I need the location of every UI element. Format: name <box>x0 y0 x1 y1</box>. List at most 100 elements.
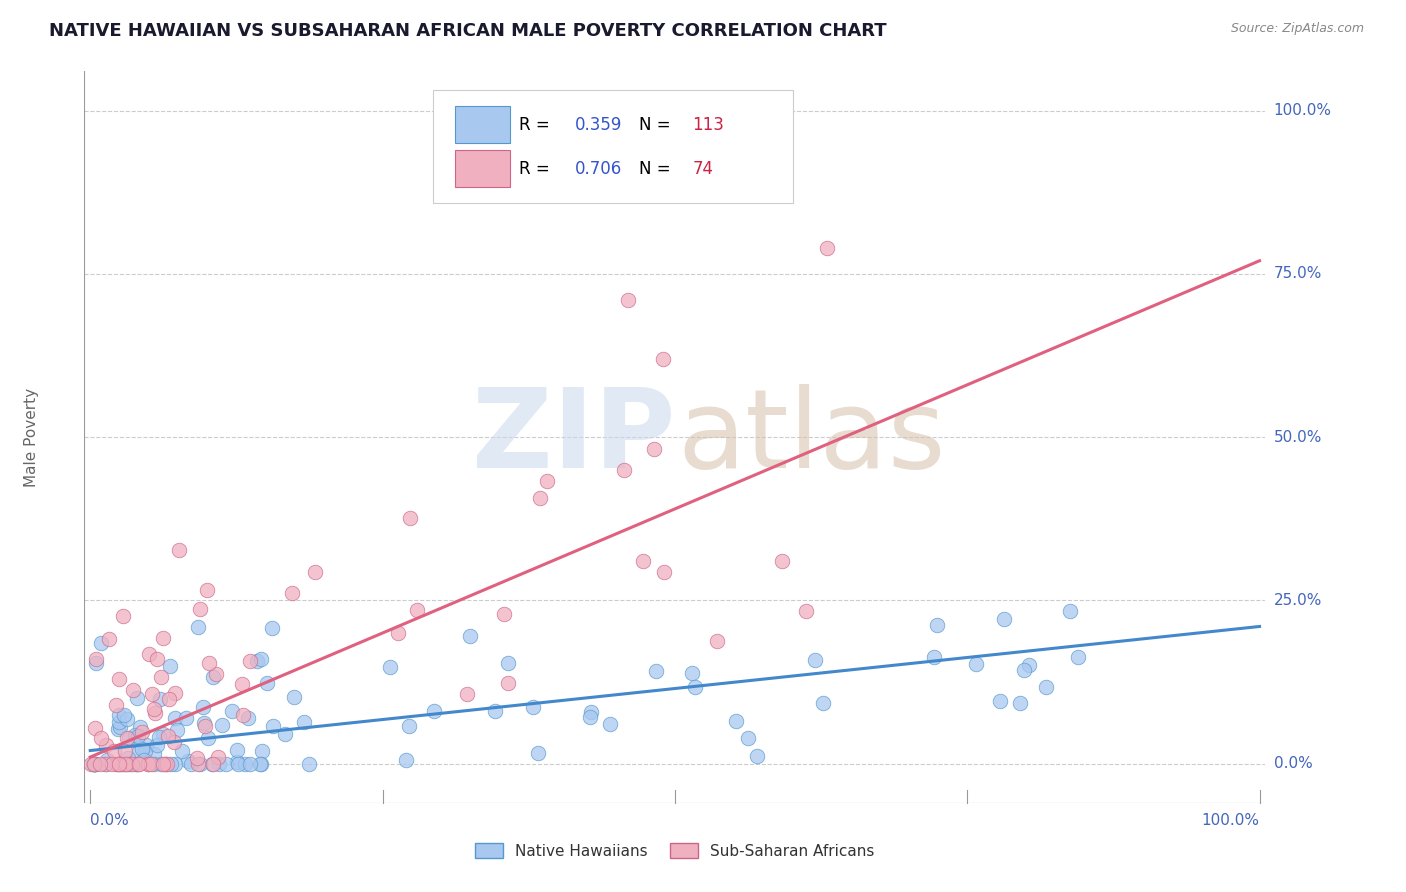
Point <box>83 721 105 735</box>
Point <box>304 565 326 579</box>
Point <box>398 719 420 733</box>
Point <box>165 711 187 725</box>
Point <box>283 690 305 705</box>
Point <box>114 744 136 758</box>
Text: 75.0%: 75.0% <box>1274 267 1322 281</box>
Point <box>188 602 211 616</box>
Point <box>804 653 827 667</box>
Point <box>112 707 135 722</box>
Point <box>90 731 112 745</box>
Point <box>143 747 166 761</box>
Point <box>581 706 603 720</box>
Point <box>643 442 665 457</box>
Point <box>193 700 215 714</box>
Point <box>180 756 202 771</box>
Text: 100.0%: 100.0% <box>1202 813 1260 828</box>
Text: 0.706: 0.706 <box>575 160 621 178</box>
Text: N =: N = <box>640 160 676 178</box>
Point <box>201 670 224 684</box>
Point <box>110 720 132 734</box>
Point <box>195 582 218 597</box>
Point <box>249 756 271 771</box>
Point <box>117 751 139 765</box>
Point <box>617 293 640 307</box>
Point <box>146 738 169 752</box>
Point <box>84 651 107 665</box>
Point <box>250 652 273 666</box>
Point <box>197 731 219 745</box>
Point <box>1014 663 1036 677</box>
Point <box>117 756 139 771</box>
Point <box>148 730 170 744</box>
Point <box>599 717 621 731</box>
Point <box>927 618 949 632</box>
Point <box>1018 657 1040 672</box>
Point <box>89 756 111 771</box>
Point <box>108 756 131 771</box>
Point <box>578 710 600 724</box>
Point <box>496 656 519 670</box>
Point <box>652 351 675 366</box>
Text: 50.0%: 50.0% <box>1274 430 1322 444</box>
Point <box>138 647 160 661</box>
FancyBboxPatch shape <box>433 90 793 203</box>
Point <box>107 723 129 737</box>
Point <box>111 609 134 624</box>
FancyBboxPatch shape <box>456 150 509 187</box>
Point <box>170 744 193 758</box>
Point <box>84 756 107 771</box>
Point <box>122 682 145 697</box>
Point <box>395 753 418 767</box>
Point <box>138 756 160 771</box>
Point <box>128 756 150 771</box>
Point <box>993 612 1015 626</box>
Point <box>273 727 295 741</box>
Point <box>120 756 142 771</box>
Point <box>156 729 179 743</box>
Point <box>100 756 122 771</box>
Point <box>98 632 121 646</box>
Point <box>208 756 231 771</box>
Point <box>706 634 728 648</box>
Point <box>188 756 211 771</box>
Point <box>129 720 152 734</box>
Point <box>165 756 187 771</box>
Point <box>232 708 254 723</box>
Point <box>239 654 262 668</box>
Text: 0.0%: 0.0% <box>90 813 129 828</box>
Point <box>115 756 138 771</box>
Point <box>82 756 104 771</box>
Point <box>94 738 117 752</box>
Point <box>398 510 420 524</box>
Point <box>125 756 148 771</box>
Point <box>458 629 481 643</box>
Point <box>83 756 105 771</box>
Point <box>84 657 107 671</box>
Point <box>988 694 1011 708</box>
Point <box>157 692 180 706</box>
Point <box>93 756 115 771</box>
Point <box>136 756 159 771</box>
Point <box>142 702 165 716</box>
Point <box>165 686 187 700</box>
Point <box>139 756 162 771</box>
Point <box>231 677 253 691</box>
Point <box>108 756 131 771</box>
Point <box>645 665 668 679</box>
Point <box>104 756 127 771</box>
Text: 0.359: 0.359 <box>575 116 621 134</box>
Point <box>529 491 551 506</box>
Text: Male Poverty: Male Poverty <box>24 387 39 487</box>
Point <box>112 756 135 771</box>
Point <box>527 746 550 760</box>
Point <box>124 733 146 747</box>
Point <box>737 731 759 745</box>
Point <box>215 756 238 771</box>
Text: 113: 113 <box>693 116 724 134</box>
Point <box>492 607 515 621</box>
Point <box>496 676 519 690</box>
Point <box>108 714 131 729</box>
Point <box>169 542 191 557</box>
Text: ZIP: ZIP <box>471 384 675 491</box>
Point <box>205 667 228 681</box>
